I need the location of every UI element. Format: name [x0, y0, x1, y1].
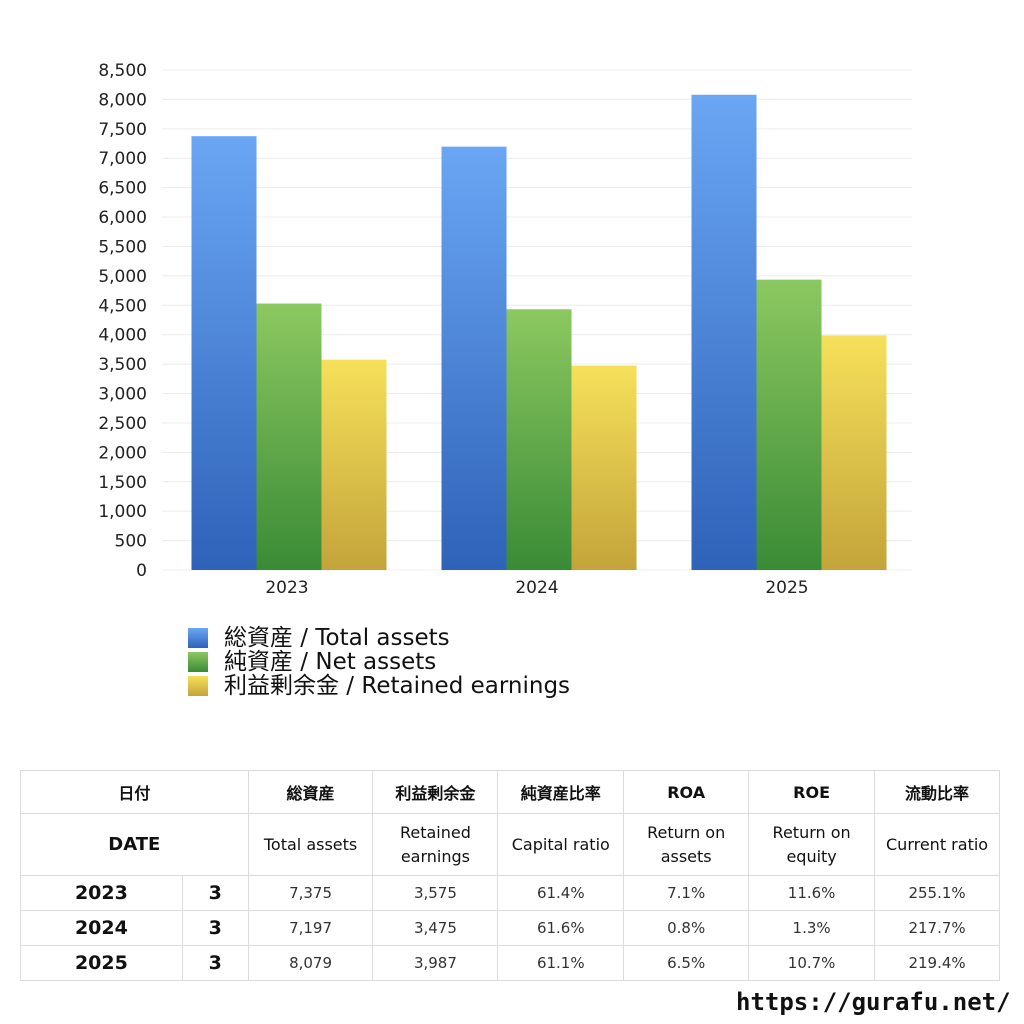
x-tick-label: 2025 — [765, 578, 808, 598]
cell-roa: 0.8% — [623, 910, 750, 946]
legend-swatch-green — [188, 652, 208, 672]
header-date-en: DATE — [20, 813, 249, 876]
header-roa-en-text: Return on assets — [647, 822, 726, 866]
legend-label: 純資産 / Net assets — [224, 649, 437, 675]
cell-retained-earnings: 3,575 — [372, 875, 499, 911]
bar-retained-earnings-2025 — [821, 335, 887, 570]
cell-year: 2023 — [20, 875, 183, 911]
header-roe-jp: ROE — [748, 770, 876, 814]
legend-item-net-assets: 純資産 / Net assets — [188, 650, 570, 674]
bar-total-assets-2023 — [191, 136, 257, 571]
bar-net-assets-2025 — [756, 279, 822, 570]
header-roe-en-text: Return on equity — [772, 822, 851, 866]
legend-swatch-blue — [188, 628, 208, 648]
y-tick-label: 1,000 — [98, 502, 147, 522]
cell-total-assets: 8,079 — [247, 945, 374, 981]
legend-swatch-yellow — [188, 676, 208, 696]
cell-current-ratio: 219.4% — [874, 945, 1000, 981]
bar-chart: 0 500 1,000 1,500 2,000 2,500 3,000 3,500 4,000 4… — [98, 61, 912, 598]
bar-net-assets-2024 — [506, 309, 572, 570]
financial-table: 日付 総資産 利益剰余金 純資産比率 ROA ROE 流動比率 DATE Tot… — [20, 770, 1000, 981]
bar-retained-earnings-2023 — [321, 359, 387, 570]
bar-total-assets-2025 — [691, 94, 757, 570]
header-retained-earnings-en-text: Retained earnings — [399, 822, 471, 866]
legend-item-total-assets: 総資産 / Total assets — [188, 626, 570, 650]
cell-roa: 6.5% — [623, 945, 750, 981]
y-tick-label: 7,500 — [98, 120, 147, 140]
header-total-assets-en: Total assets — [247, 813, 374, 876]
cell-month: 3 — [181, 945, 249, 981]
cell-roe: 10.7% — [748, 945, 876, 981]
chart-legend: 総資産 / Total assets 純資産 / Net assets 利益剰余… — [188, 626, 570, 698]
cell-capital-ratio: 61.6% — [497, 910, 625, 946]
bar-net-assets-2023 — [256, 303, 322, 570]
y-tick-label: 3,000 — [98, 385, 147, 405]
bar-total-assets-2024 — [441, 146, 507, 570]
x-tick-label: 2023 — [265, 578, 308, 598]
table-row: 2024 3 7,197 3,475 61.6% 0.8% 1.3% 217.7… — [20, 910, 1000, 946]
y-tick-label: 7,000 — [98, 149, 147, 169]
x-tick-label: 2024 — [515, 578, 558, 598]
table-header-jp: 日付 総資産 利益剰余金 純資産比率 ROA ROE 流動比率 — [20, 770, 1000, 814]
y-tick-label: 3,500 — [98, 355, 147, 375]
bar-retained-earnings-2024 — [571, 365, 637, 570]
cell-current-ratio: 255.1% — [874, 875, 1000, 911]
table-row: 2025 3 8,079 3,987 61.1% 6.5% 10.7% 219.… — [20, 945, 1000, 981]
header-date-jp: 日付 — [20, 770, 249, 814]
y-tick-label: 6,000 — [98, 208, 147, 228]
y-tick-label: 0 — [136, 561, 147, 581]
y-tick-label: 2,500 — [98, 414, 147, 434]
header-capital-ratio-jp: 純資産比率 — [497, 770, 625, 814]
y-tick-label: 4,500 — [98, 296, 147, 316]
x-axis-ticks: 2023 2024 2025 — [265, 578, 808, 598]
cell-month: 3 — [181, 875, 249, 911]
header-roe-en: Return on equity — [748, 813, 876, 876]
header-total-assets-jp: 総資産 — [247, 770, 374, 814]
cell-retained-earnings: 3,475 — [372, 910, 499, 946]
cell-year: 2025 — [20, 945, 183, 981]
y-tick-label: 8,500 — [98, 61, 147, 81]
cell-year: 2024 — [20, 910, 183, 946]
header-roa-jp: ROA — [623, 770, 750, 814]
header-retained-earnings-en: Retained earnings — [372, 813, 499, 876]
y-tick-label: 500 — [115, 532, 147, 552]
y-tick-label: 8,000 — [98, 90, 147, 110]
cell-roe: 1.3% — [748, 910, 876, 946]
cell-total-assets: 7,197 — [247, 910, 374, 946]
bars — [191, 94, 887, 571]
legend-label: 利益剰余金 / Retained earnings — [224, 673, 571, 699]
header-capital-ratio-en: Capital ratio — [497, 813, 625, 876]
cell-retained-earnings: 3,987 — [372, 945, 499, 981]
cell-current-ratio: 217.7% — [874, 910, 1000, 946]
cell-roa: 7.1% — [623, 875, 750, 911]
y-tick-label: 6,500 — [98, 179, 147, 199]
header-retained-earnings-jp: 利益剰余金 — [372, 770, 499, 814]
cell-capital-ratio: 61.1% — [497, 945, 625, 981]
y-tick-label: 5,000 — [98, 267, 147, 287]
cell-month: 3 — [181, 910, 249, 946]
legend-label: 総資産 / Total assets — [224, 625, 450, 651]
y-tick-label: 1,500 — [98, 473, 147, 493]
header-current-ratio-jp: 流動比率 — [874, 770, 1000, 814]
y-axis-ticks: 0 500 1,000 1,500 2,000 2,500 3,000 3,500 4,000 4… — [98, 61, 147, 581]
y-tick-label: 4,000 — [98, 326, 147, 346]
cell-capital-ratio: 61.4% — [497, 875, 625, 911]
header-roa-en: Return on assets — [623, 813, 750, 876]
header-current-ratio-en: Current ratio — [874, 813, 1000, 876]
y-tick-label: 2,000 — [98, 443, 147, 463]
cell-roe: 11.6% — [748, 875, 876, 911]
cell-total-assets: 7,375 — [247, 875, 374, 911]
table-header-en: DATE Total assets Retained earnings Capi… — [20, 813, 1000, 876]
table-row: 2023 3 7,375 3,575 61.4% 7.1% 11.6% 255.… — [20, 875, 1000, 911]
source-url: https://gurafu.net/ — [736, 988, 1011, 1016]
y-tick-label: 5,500 — [98, 237, 147, 257]
legend-item-retained-earnings: 利益剰余金 / Retained earnings — [188, 674, 570, 698]
